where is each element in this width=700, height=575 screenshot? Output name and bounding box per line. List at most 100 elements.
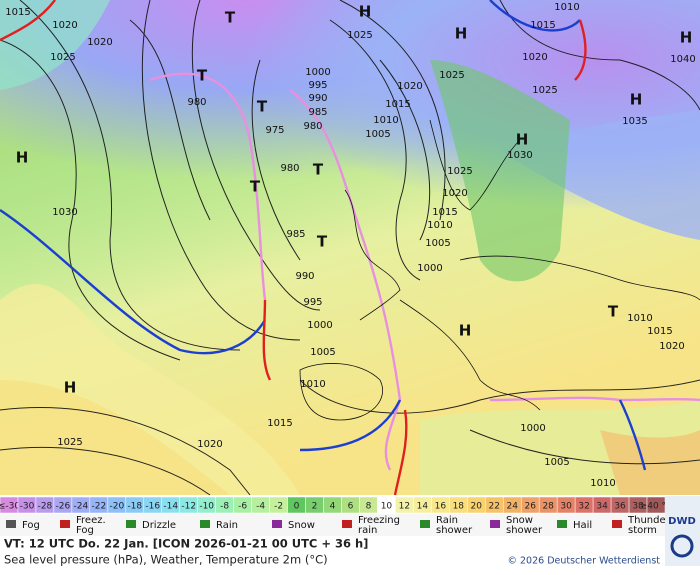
weather-label: Snow: [506, 515, 533, 526]
weather-label: rain: [358, 525, 377, 536]
scale-label: ≤-30: [0, 502, 20, 512]
scale-label: 32: [578, 502, 589, 512]
isobar-label: 1015: [432, 207, 457, 218]
scale-label: 22: [489, 502, 500, 512]
pressure-center: H: [64, 379, 77, 397]
pressure-center: H: [680, 29, 693, 47]
isobar-label: 1025: [57, 437, 82, 448]
isobar-label: 980: [187, 97, 206, 108]
isobar-label: 985: [308, 107, 327, 118]
fronts: [0, 0, 700, 496]
isobar-label: 1015: [530, 20, 555, 31]
scale-label: 36: [614, 502, 626, 512]
isobar-label: 1010: [554, 2, 579, 13]
pressure-center: T: [313, 161, 324, 179]
isobar-label: 1000: [520, 423, 545, 434]
weather-symbol: [6, 520, 16, 528]
isobar-label: 1020: [197, 439, 222, 450]
scale-label: 16: [435, 502, 447, 512]
isobar-label: 1015: [267, 418, 292, 429]
isobar-label: 1020: [87, 37, 112, 48]
scale-label: -4: [256, 502, 265, 512]
isobar-label: 1000: [307, 320, 332, 331]
isobar-label: 1020: [52, 20, 77, 31]
scale-label: 28: [542, 502, 554, 512]
pressure-center: H: [630, 91, 643, 109]
isobar-label: 1005: [310, 347, 335, 358]
scale-label: -18: [127, 502, 142, 512]
pressure-center: T: [250, 178, 261, 196]
scale-label: 8: [366, 502, 372, 512]
pressure-center: T: [197, 67, 208, 85]
isobars: [0, 0, 700, 496]
isobar-label: 1020: [442, 188, 467, 199]
isobar-label: 1020: [397, 81, 422, 92]
isobar-label: 1020: [659, 341, 684, 352]
isobar-label: 980: [303, 121, 322, 132]
weather-label: Snow: [288, 520, 315, 531]
scale-label: 12: [399, 502, 410, 512]
weather-label: Rain: [216, 520, 238, 531]
coastlines: [299, 119, 700, 421]
scale-label: 4: [330, 502, 336, 512]
pressure-center: H: [459, 322, 472, 340]
scale-label: 38: [632, 502, 644, 512]
isobar-label: 1015: [385, 99, 410, 110]
isobar-label: 1020: [522, 52, 547, 63]
scale-label: 0: [294, 502, 300, 512]
scale-label: ≥40 °C: [640, 502, 673, 512]
isobar-label: 975: [265, 125, 284, 136]
scale-label: 10: [381, 502, 393, 512]
weather-label: Freezing: [358, 515, 400, 526]
isobar-label: 1005: [544, 457, 569, 468]
scale-label: -30: [20, 502, 35, 512]
scale-label: -12: [181, 502, 196, 512]
isobar-label: 1010: [627, 313, 652, 324]
isobar-label: 1025: [50, 52, 75, 63]
weather-symbol: [612, 520, 622, 528]
weather-label: Fog: [22, 520, 40, 531]
isobar-label: 1025: [532, 85, 557, 96]
isobar-label: 1005: [425, 238, 450, 249]
weather-legend-bg: [0, 514, 665, 536]
weather-symbol: [200, 520, 210, 528]
weather-label: Freez.: [76, 515, 106, 526]
weather-label: Rain: [436, 515, 458, 526]
scale-label: -16: [145, 502, 160, 512]
weather-label: Fog: [76, 525, 94, 536]
scale-label: 20: [471, 502, 483, 512]
pressure-center: T: [608, 303, 619, 321]
map: [0, 0, 700, 496]
isobar-label: 1000: [417, 263, 442, 274]
weather-label: Thunder: [627, 515, 671, 526]
isobar-label: 1010: [373, 115, 398, 126]
logo-box: [665, 496, 700, 566]
isobar-label: 1015: [5, 7, 30, 18]
valid-time: VT: 12 UTC Do. 22 Jan. [ICON 2026-01-21 …: [4, 537, 368, 551]
weather-label: storm: [628, 525, 657, 536]
scale-label: -6: [238, 502, 247, 512]
scale-label: -14: [163, 502, 178, 512]
isobar-label: 1030: [52, 207, 77, 218]
scale-label: 2: [312, 502, 318, 512]
logo-text: DWD: [668, 516, 696, 527]
isobar-label: 1015: [647, 326, 672, 337]
isobar-label: 995: [308, 80, 327, 91]
scale-label: 34: [596, 502, 608, 512]
isobar-label: 1035: [622, 116, 647, 127]
weather-label: Hail: [573, 520, 592, 531]
isobar-label: 990: [295, 271, 314, 282]
isobar-label: 980: [280, 163, 299, 174]
isobar-label: 1025: [439, 70, 464, 81]
isobar-label: 1000: [305, 67, 330, 78]
weather-label: shower: [506, 525, 543, 536]
isobar-label: 985: [286, 229, 305, 240]
pressure-center: T: [257, 98, 268, 116]
isobar-label: 1040: [670, 54, 695, 65]
isobar-label: 1025: [447, 166, 472, 177]
scale-label: -2: [274, 502, 283, 512]
weather-label: Drizzle: [142, 520, 176, 531]
scale-label: -28: [38, 502, 53, 512]
scale-label: 6: [348, 502, 354, 512]
